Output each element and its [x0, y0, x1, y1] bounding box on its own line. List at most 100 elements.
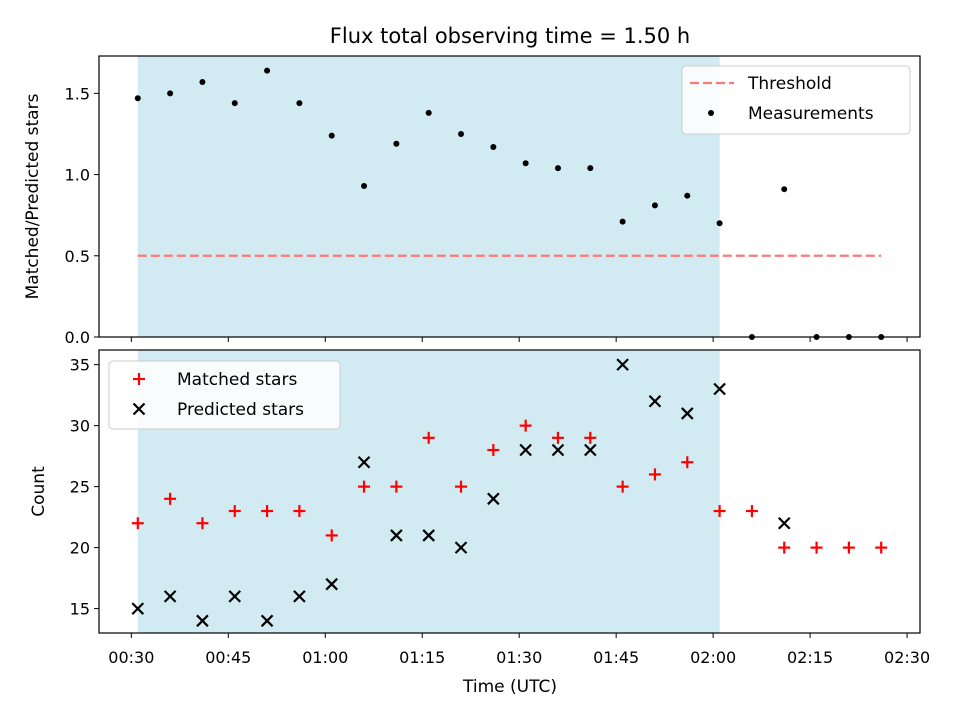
- legend-predicted-stars-label: Predicted stars: [177, 400, 304, 420]
- bottom-legend: Matched stars Predicted stars: [108, 360, 341, 430]
- predicted-stars-point: [487, 492, 500, 506]
- predicted-stars-point: [293, 590, 306, 603]
- matched-stars-point: [842, 541, 855, 554]
- predicted-stars-point: [357, 455, 371, 469]
- x-axis-label: Time (UTC): [462, 677, 557, 697]
- predicted-stars-point: [390, 529, 403, 542]
- matched-stars-point: [681, 456, 694, 469]
- measurement-point: [587, 165, 594, 172]
- predicted-stars-point: [196, 614, 209, 628]
- predicted-stars-point: [551, 443, 565, 457]
- top-y-tick-label: 0.0: [65, 328, 90, 347]
- measurement-point: [264, 67, 271, 74]
- matched-stars-point: [131, 517, 144, 530]
- top-panel: 0.0 0.5 1.0 1.5 Matched/Predicted stars Thres…: [23, 55, 921, 347]
- matched-stars-point: [390, 480, 403, 493]
- top-y-tick-label: 1.0: [65, 166, 90, 185]
- matched-stars-point: [745, 505, 758, 518]
- predicted-stars-point: [584, 443, 597, 457]
- top-y-tick-label: 0.5: [65, 247, 90, 266]
- matched-stars-point: [325, 529, 338, 542]
- measurement-point: [490, 143, 497, 150]
- matched-stars-point: [875, 541, 888, 554]
- matched-stars-point: [519, 419, 532, 432]
- bottom-axes-frame: [98, 349, 921, 634]
- matched-stars-point: [616, 480, 629, 493]
- predicted-stars-point: [454, 541, 468, 554]
- x-tick-label: 00:30: [108, 648, 154, 667]
- top-axes-frame: [98, 55, 921, 338]
- bottom-y-tick-label: 30: [70, 417, 90, 436]
- predicted-stars-point: [519, 443, 532, 457]
- top-legend: Threshold Measurements: [681, 65, 911, 135]
- matched-stars-point: [196, 517, 209, 530]
- measurement-point: [167, 90, 174, 97]
- bottom-panel: 15 20 25 30 35 00:30 00:45 01:00 01:15 01:30 01:45…: [29, 349, 930, 667]
- measurement-point: [781, 186, 788, 193]
- measurement-point: [361, 182, 368, 189]
- legend-measurements-label: Measurements: [748, 104, 874, 124]
- predicted-stars-point: [616, 358, 629, 371]
- matched-stars-point: [455, 480, 468, 493]
- measurement-point: [522, 160, 529, 167]
- legend-threshold-label: Threshold: [747, 74, 832, 94]
- matched-stars-point: [293, 505, 306, 518]
- predicted-stars-point: [325, 577, 339, 591]
- legend-matched-stars-swatch: [133, 373, 145, 385]
- bottom-y-tick-label: 20: [70, 539, 90, 558]
- measurement-point: [134, 95, 141, 102]
- x-tick-label: 01:30: [496, 648, 542, 667]
- bottom-series-predicted-stars: [131, 358, 791, 628]
- measurement-point: [619, 218, 626, 225]
- bottom-series-matched-stars: [131, 419, 888, 554]
- measurement-point: [425, 109, 432, 116]
- predicted-stars-point: [713, 382, 726, 396]
- measurement-point: [199, 78, 206, 85]
- measurement-point: [716, 220, 723, 227]
- x-tick-label: 02:15: [787, 648, 833, 667]
- x-tick-label: 02:00: [690, 648, 736, 667]
- matched-stars-point: [487, 444, 500, 457]
- x-tick-label: 01:15: [399, 648, 445, 667]
- measurement-point: [231, 100, 238, 107]
- matched-stars-point: [713, 505, 726, 518]
- measurement-point: [328, 132, 335, 139]
- predicted-stars-point: [260, 614, 274, 628]
- matched-stars-point: [551, 431, 564, 444]
- predicted-stars-point: [163, 590, 177, 603]
- chart-title: Flux total observing time = 1.50 h: [330, 24, 690, 48]
- x-tick-label: 00:45: [205, 648, 251, 667]
- predicted-stars-point: [422, 529, 435, 542]
- measurement-point: [651, 202, 658, 209]
- matched-stars-point: [648, 468, 661, 481]
- legend-box: [108, 360, 341, 430]
- matched-stars-point: [422, 431, 435, 444]
- bottom-y-axis-label: Count: [29, 466, 49, 517]
- bottom-y-tick-label: 35: [70, 356, 90, 375]
- predicted-stars-point: [680, 407, 694, 420]
- matched-stars-point: [164, 492, 177, 505]
- legend-box: [681, 65, 911, 135]
- bottom-y-tick-label: 25: [70, 478, 90, 497]
- matched-stars-point: [358, 480, 371, 493]
- x-tick-label: 01:00: [302, 648, 348, 667]
- top-y-axis-label: Matched/Predicted stars: [23, 93, 43, 299]
- legend-predicted-stars-swatch: [132, 402, 146, 416]
- matched-stars-point: [584, 431, 597, 444]
- x-tick-label: 02:30: [884, 648, 930, 667]
- matched-stars-point: [810, 541, 823, 554]
- predicted-stars-point: [777, 516, 791, 530]
- measurement-point: [554, 165, 561, 172]
- x-tick-label: 01:45: [593, 648, 639, 667]
- top-observing-window-shade: [137, 56, 720, 337]
- measurement-point: [393, 140, 400, 147]
- measurement-point: [296, 100, 303, 107]
- top-y-tick-label: 1.5: [65, 84, 90, 103]
- matched-stars-point: [228, 505, 241, 518]
- predicted-stars-point: [648, 394, 662, 408]
- bottom-y-tick-label: 15: [70, 600, 90, 619]
- predicted-stars-point: [131, 602, 145, 615]
- legend-measurements-swatch: [708, 110, 714, 116]
- predicted-stars-point: [228, 590, 242, 603]
